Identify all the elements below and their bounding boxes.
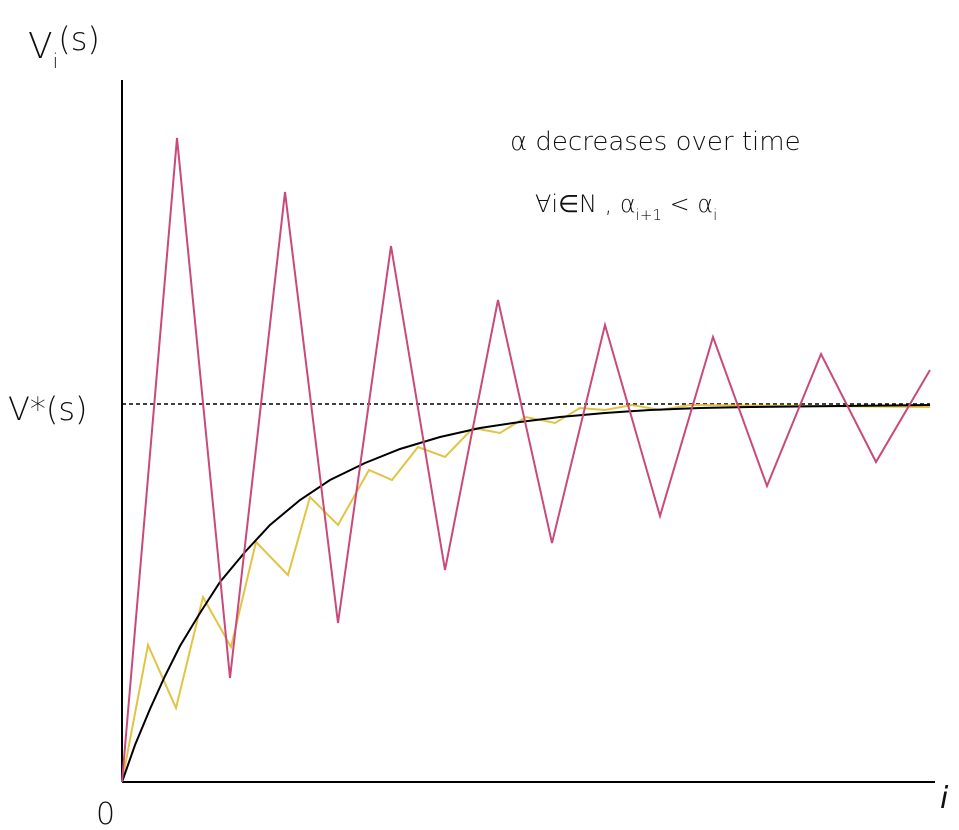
decreasing-alpha-curve [121, 137, 931, 783]
y-label-rest: (s) [58, 20, 100, 58]
origin-label: 0 [96, 797, 115, 826]
converging-curve [121, 404, 931, 783]
annotation-line-2: ∀i∈N , αi+1 < αi [535, 190, 717, 224]
y-label-base: V [28, 26, 53, 67]
annotation-mid: < α [662, 190, 713, 218]
small-alpha-curve [121, 403, 931, 783]
annotation-lead: ∀i∈N , α [535, 190, 636, 218]
y-label-sub: i [53, 49, 59, 73]
annotation-sub-2: i [713, 206, 717, 224]
y-axis-label: Vi(s) [28, 20, 100, 73]
x-axis-label: i [940, 781, 949, 816]
annotation-line-1: α decreases over time [510, 127, 801, 157]
annotation-sub-1: i+1 [636, 206, 662, 224]
target-label: V*(s) [8, 390, 88, 428]
